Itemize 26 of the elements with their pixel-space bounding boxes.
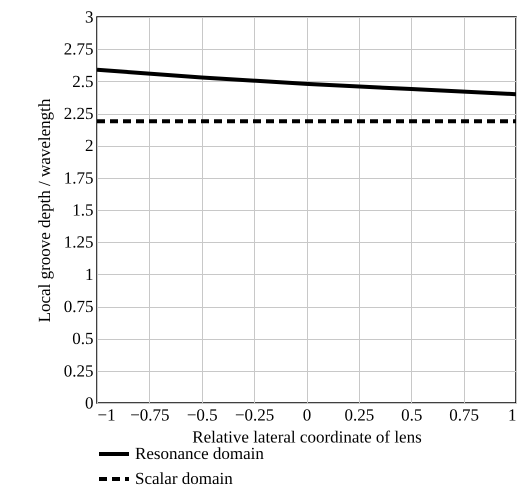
x-tick-label: 0 — [302, 406, 312, 424]
y-tick-label: 2.25 — [64, 104, 94, 123]
y-tick-label: 0.25 — [64, 361, 94, 380]
y-tick-label: 1.25 — [64, 232, 94, 252]
y-tick-label: 2.75 — [64, 40, 94, 59]
x-tick-label: −0.25 — [234, 406, 274, 424]
x-tick-label: 1 — [508, 406, 516, 424]
y-tick-label: 0.5 — [72, 329, 94, 348]
y-tick-label: 2 — [85, 136, 94, 156]
x-tick-label: 0.25 — [344, 406, 374, 424]
y-tick-label: 2.5 — [72, 72, 94, 91]
legend-label: Scalar domain — [135, 469, 234, 487]
y-tick-label: 3 — [85, 8, 94, 26]
x-axis-title: Relative lateral coordinate of lens — [192, 428, 422, 446]
x-tick-label: −0.5 — [186, 406, 218, 424]
x-tick-label: −1 — [98, 406, 116, 424]
x-tick-label: 0.5 — [401, 406, 422, 424]
y-axis-title: Local groove depth / wavelength — [34, 98, 54, 322]
y-tick-label: 1.5 — [72, 200, 94, 220]
x-tick-label: 0.75 — [449, 406, 479, 424]
y-tick-label: 0 — [85, 394, 94, 412]
y-tick-label: 1.75 — [64, 168, 94, 188]
x-tick-label: −0.75 — [130, 406, 170, 424]
y-tick-label: 0.75 — [64, 297, 94, 316]
legend-label: Resonance domain — [135, 444, 264, 463]
y-tick-label: 1 — [85, 264, 94, 284]
